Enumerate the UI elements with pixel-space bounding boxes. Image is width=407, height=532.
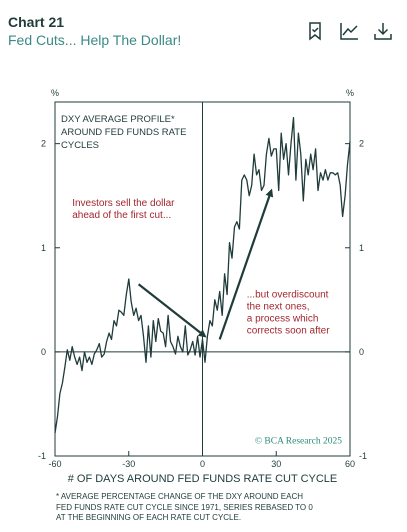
y-tick-label-left: -1	[38, 451, 46, 461]
x-tick-label: -60	[48, 459, 61, 469]
annotation-overdiscount-text: corrects soon after	[247, 326, 330, 337]
footnote-line: AT THE BEGINNING OF EACH RATE CUT CYCLE.	[56, 513, 242, 522]
y-tick-label-left: 2	[41, 139, 46, 149]
chart-number: Chart 21	[8, 14, 65, 30]
x-tick-label: 0	[200, 459, 205, 469]
dxy-series-line	[54, 116, 351, 434]
bookmark-check-icon[interactable]	[304, 20, 326, 42]
x-tick-label: -30	[122, 459, 135, 469]
annotation-overdiscount-text: a process which	[247, 314, 319, 325]
x-axis-title: # OF DAYS AROUND FED FUNDS RATE CUT CYCL…	[68, 473, 338, 485]
y-unit-right: %	[346, 88, 354, 98]
y-tick-label-left: 0	[41, 347, 46, 357]
download-icon[interactable]	[372, 20, 394, 42]
y-unit-left: %	[51, 88, 59, 98]
annotation-sell-text: Investors sell the dollar	[72, 198, 175, 209]
annotation-arrow-up	[218, 188, 274, 340]
y-tick-label-right: 1	[359, 243, 364, 253]
annotation-overdiscount-text: ...but overdiscount	[247, 290, 329, 301]
y-tick-label-right: -1	[359, 451, 367, 461]
y-tick-label-left: 1	[41, 243, 46, 253]
toolbar	[304, 20, 394, 42]
y-tick-label-right: 0	[359, 347, 364, 357]
footnote-line: * AVERAGE PERCENTAGE CHANGE OF THE DXY A…	[56, 492, 304, 501]
footnote-line: FED FUNDS RATE CUT CYCLE SINCE 1971, SER…	[56, 502, 313, 512]
x-tick-label: 30	[271, 459, 281, 469]
x-tick-label: 60	[345, 459, 355, 469]
chart-header: Chart 21 Fed Cuts... Help The Dollar!	[8, 10, 400, 52]
chart-title: Fed Cuts... Help The Dollar!	[8, 32, 182, 48]
annotation-sell-text: ahead of the first cut...	[72, 210, 171, 221]
y-tick-label-right: 2	[359, 139, 364, 149]
panel-label-line: CYCLES	[61, 140, 99, 151]
annotation-arrow-down	[137, 283, 207, 338]
panel-label-line: DXY AVERAGE PROFILE*	[61, 114, 175, 125]
panel-label-line: AROUND FED FUNDS RATE	[61, 127, 186, 138]
annotation-overdiscount-text: the next ones,	[247, 302, 310, 313]
watermark: © BCA Research 2025	[255, 436, 342, 447]
line-chart-icon[interactable]	[338, 20, 360, 42]
footnote: * AVERAGE PERCENTAGE CHANGE OF THE DXY A…	[56, 492, 356, 524]
